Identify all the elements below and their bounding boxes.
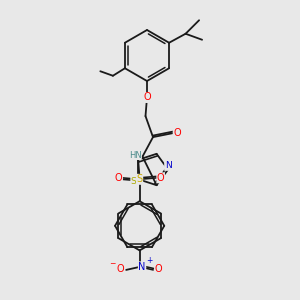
Text: O: O: [143, 92, 151, 103]
Text: −: −: [110, 259, 116, 268]
Text: N: N: [165, 161, 171, 170]
Text: HN: HN: [129, 151, 141, 160]
Text: O: O: [117, 264, 124, 274]
Text: S: S: [136, 174, 143, 184]
Text: O: O: [157, 173, 164, 183]
Text: O: O: [115, 173, 122, 183]
Text: +: +: [146, 256, 152, 265]
Text: N: N: [138, 262, 146, 272]
Text: S: S: [131, 177, 137, 186]
Text: O: O: [173, 128, 181, 138]
Text: O: O: [155, 264, 162, 274]
